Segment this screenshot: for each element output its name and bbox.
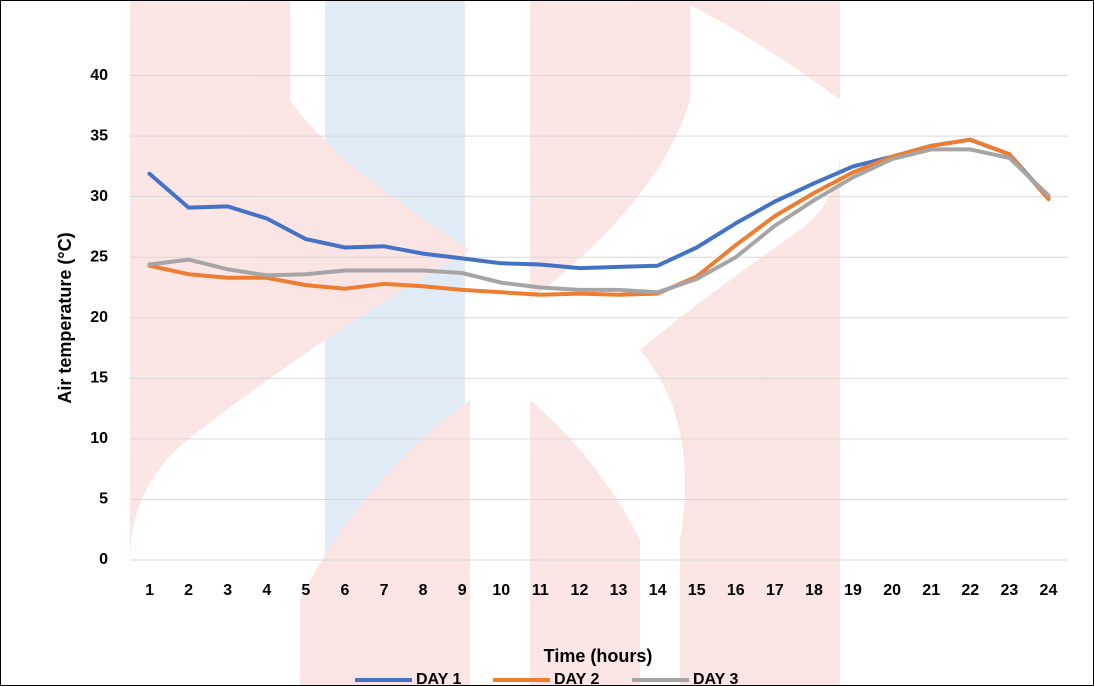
x-tick-label: 18 xyxy=(805,582,823,599)
x-tick-label: 16 xyxy=(727,582,745,599)
legend-label: DAY 2 xyxy=(554,671,599,686)
legend-label: DAY 3 xyxy=(693,671,738,686)
x-tick-label: 23 xyxy=(1000,582,1018,599)
x-tick-label: 2 xyxy=(184,582,193,599)
x-tick-label: 15 xyxy=(688,582,706,599)
x-tick-label: 6 xyxy=(341,582,350,599)
x-tick-label: 3 xyxy=(223,582,232,599)
x-tick-label: 4 xyxy=(262,582,271,599)
y-tick-label: 10 xyxy=(90,430,108,447)
x-axis-title: Time (hours) xyxy=(544,646,653,666)
legend-label: DAY 1 xyxy=(416,671,461,686)
x-tick-label: 20 xyxy=(883,582,901,599)
x-tick-label: 12 xyxy=(571,582,589,599)
y-tick-label: 20 xyxy=(90,309,108,326)
y-tick-label: 35 xyxy=(90,127,108,144)
y-axis-title: Air temperature (°C) xyxy=(55,232,75,403)
chart: Air temperature (°C) Time (hours) 051015… xyxy=(0,0,1094,686)
x-tick-label: 9 xyxy=(458,582,467,599)
x-tick-label: 11 xyxy=(532,582,549,599)
x-tick-label: 19 xyxy=(844,582,862,599)
x-tick-label: 24 xyxy=(1040,582,1058,599)
x-tick-label: 8 xyxy=(419,582,428,599)
y-tick-label: 30 xyxy=(90,188,108,205)
y-tick-label: 5 xyxy=(99,491,108,508)
y-tick-label: 0 xyxy=(99,551,108,568)
x-tick-label: 14 xyxy=(649,582,667,599)
x-tick-label: 5 xyxy=(301,582,310,599)
x-tick-label: 17 xyxy=(766,582,784,599)
y-tick-label: 40 xyxy=(90,67,108,84)
x-tick-label: 22 xyxy=(961,582,979,599)
x-tick-label: 13 xyxy=(610,582,628,599)
x-tick-label: 1 xyxy=(145,582,154,599)
y-tick-label: 15 xyxy=(90,370,108,387)
x-tick-label: 7 xyxy=(380,582,389,599)
x-tick-label: 10 xyxy=(492,582,510,599)
x-tick-label: 21 xyxy=(922,582,940,599)
y-tick-label: 25 xyxy=(90,248,108,265)
